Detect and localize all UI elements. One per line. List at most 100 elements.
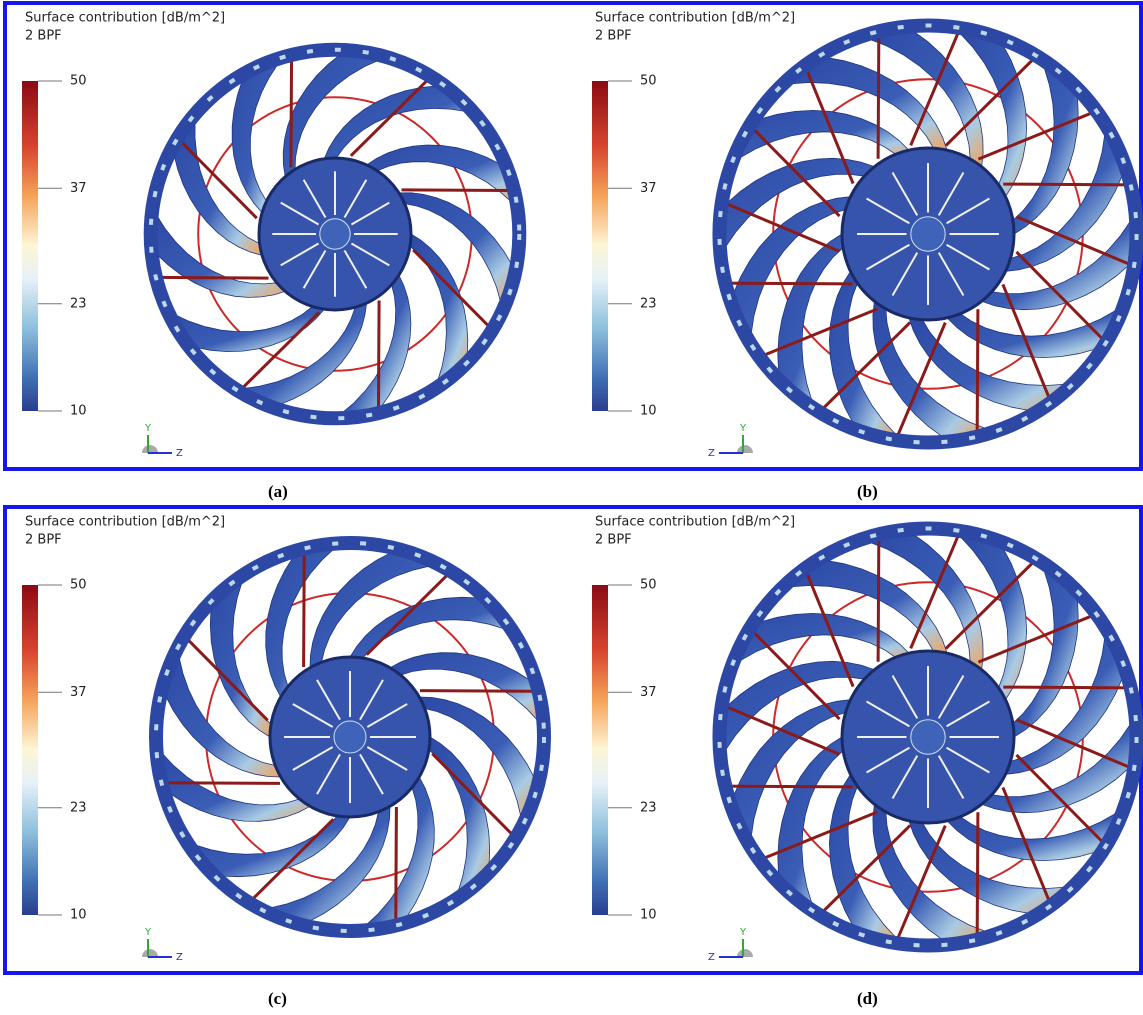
hub-spoke — [891, 172, 919, 216]
hub-spoke — [866, 243, 910, 271]
strut — [1003, 685, 1133, 690]
fan — [149, 536, 551, 938]
hub-spoke — [280, 242, 320, 267]
colorbar-tick-label: 50 — [640, 74, 657, 89]
axis-label-y: Y — [739, 927, 747, 938]
strut — [302, 546, 306, 667]
hub-spoke — [946, 243, 990, 271]
strut — [802, 62, 855, 185]
outer-ring-dash — [148, 47, 522, 421]
panel-title: Surface contribution [dB/m^2] — [595, 11, 795, 26]
strut — [1015, 250, 1109, 346]
hub-spoke — [292, 703, 334, 728]
fan — [712, 18, 1143, 450]
axis-label-z: Z — [708, 952, 715, 963]
strut — [719, 199, 840, 253]
hub-spoke — [350, 242, 390, 267]
colorbar-tick-label: 37 — [70, 181, 87, 196]
hub-spoke — [891, 755, 919, 799]
strut — [816, 824, 912, 918]
hub-spoke — [937, 172, 965, 216]
hub-spoke — [946, 197, 990, 225]
strut — [236, 311, 321, 394]
strut — [394, 807, 398, 928]
panel-subtitle: 2 BPF — [595, 29, 632, 44]
strut — [876, 29, 881, 159]
strut — [876, 532, 881, 662]
colorbar-tick-label: 10 — [640, 908, 657, 923]
strut — [431, 752, 519, 841]
strut — [719, 702, 840, 756]
strut — [975, 309, 980, 439]
hub-spoke — [359, 679, 384, 721]
hub-inner — [910, 719, 946, 755]
colorbar-tick-label: 37 — [640, 685, 657, 700]
hub-spoke — [866, 197, 910, 225]
strut — [944, 556, 1040, 650]
strut — [723, 281, 853, 286]
hub-spoke — [316, 753, 341, 795]
hub-inner — [333, 720, 367, 754]
strut — [909, 528, 963, 649]
fan — [143, 42, 527, 426]
triad-base — [737, 949, 753, 957]
strut — [977, 611, 1100, 664]
colorbar — [22, 585, 38, 915]
strut — [977, 108, 1100, 161]
strut — [1016, 718, 1137, 772]
hub-spoke — [937, 252, 965, 296]
colorbar-tick-label: 50 — [70, 578, 87, 593]
colorbar — [22, 81, 38, 411]
panel: Surface contribution [dB/m^2] 2 BPF 50 37 23… — [22, 515, 551, 963]
strut — [909, 25, 963, 146]
outer-ring-dash — [154, 541, 546, 933]
colorbar-tick-label: 10 — [70, 908, 87, 923]
strut — [1015, 753, 1109, 849]
fan — [712, 521, 1143, 953]
colorbar-tick-label: 23 — [70, 296, 87, 311]
axis-label-z: Z — [176, 952, 183, 963]
panel-subtitle: 2 BPF — [25, 533, 62, 548]
caption: (b) — [857, 482, 878, 501]
caption: (c) — [268, 989, 287, 1008]
hub-inner — [910, 216, 946, 252]
axis-label-y: Y — [144, 423, 152, 434]
hub-spoke — [937, 755, 965, 799]
strut — [893, 322, 947, 443]
panel-title: Surface contribution [dB/m^2] — [25, 11, 225, 26]
hub-spoke — [366, 703, 408, 728]
outer-ring-dash — [717, 23, 1139, 445]
hub-spoke — [946, 700, 990, 728]
colorbar-tick-label: 10 — [640, 404, 657, 419]
triad-base — [142, 445, 158, 453]
strut — [246, 818, 335, 906]
colorbar-tick-label: 23 — [640, 800, 657, 815]
panel-subtitle: 2 BPF — [595, 533, 632, 548]
hub-spoke — [891, 675, 919, 719]
colorbar-tick-label: 10 — [70, 404, 87, 419]
colorbar-tick-label: 37 — [70, 685, 87, 700]
hub-spoke — [343, 179, 368, 219]
panel: Surface contribution [dB/m^2] 2 BPF 50 37 23… — [22, 11, 527, 459]
colorbar — [592, 81, 608, 411]
panel-subtitle: 2 BPF — [25, 29, 62, 44]
hub-inner — [319, 218, 351, 250]
colorbar-tick-label: 23 — [70, 800, 87, 815]
strut — [376, 300, 381, 416]
hub-spoke — [280, 201, 320, 226]
caption: (d) — [857, 989, 878, 1008]
strut — [401, 188, 517, 193]
colorbar-tick-label: 23 — [640, 296, 657, 311]
strut — [893, 825, 947, 946]
panel: Surface contribution [dB/m^2] 2 BPF 50 37 23… — [592, 11, 1143, 459]
strut — [159, 781, 280, 785]
hub-spoke — [891, 252, 919, 296]
strut — [153, 275, 269, 280]
hub-spoke — [302, 249, 327, 289]
strut — [175, 135, 258, 220]
hub-spoke — [937, 675, 965, 719]
panel-title: Surface contribution [dB/m^2] — [595, 515, 795, 530]
strut — [975, 812, 980, 942]
strut — [181, 633, 269, 722]
